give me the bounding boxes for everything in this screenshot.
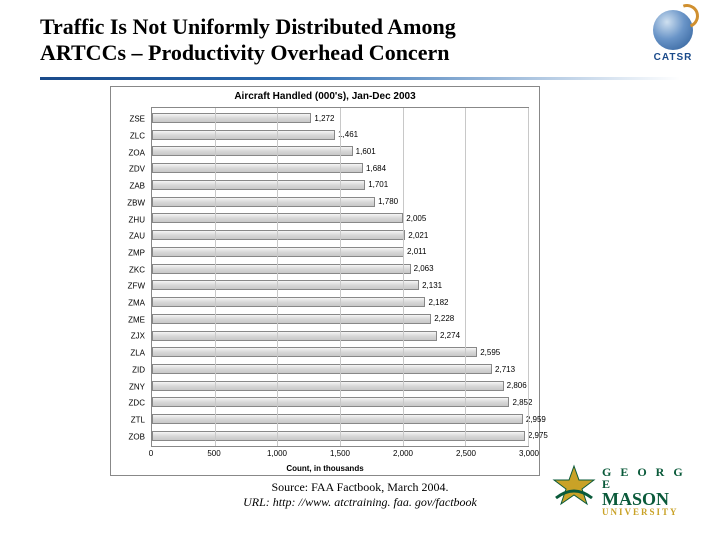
chart-y-tick-label: ZDC xyxy=(129,399,145,408)
chart-bar xyxy=(152,397,509,407)
gmu-george: G E O R G E xyxy=(602,466,702,490)
chart-gridline xyxy=(277,108,278,446)
chart-gridline xyxy=(528,108,529,446)
chart-x-tick-label: 0 xyxy=(149,449,153,458)
chart-value-label: 2,975 xyxy=(528,431,548,440)
slide-title: Traffic Is Not Uniformly Distributed Amo… xyxy=(0,0,720,73)
chart-bar xyxy=(152,431,525,441)
chart-y-tick-label: ZHU xyxy=(129,215,145,224)
title-line2: ARTCCs – Productivity Overhead Concern xyxy=(40,40,680,66)
chart-bar xyxy=(152,414,523,424)
chart-value-label: 2,011 xyxy=(407,247,426,256)
catsr-logo: CATSR xyxy=(644,10,702,63)
chart-x-title: Count, in thousands xyxy=(111,464,539,473)
chart-y-labels: ZSE ZLC ZOA ZDV ZAB ZBW ZHU ZAU ZMP ZKC ZFW ZMA ZME Z… xyxy=(111,107,149,447)
chart-bar xyxy=(152,130,335,140)
chart-value-label: 2,806 xyxy=(507,381,527,390)
chart-container: Aircraft Handled (000's), Jan-Dec 2003 Z… xyxy=(110,86,540,476)
chart-y-tick-label: ZID xyxy=(132,365,145,374)
chart-gridline xyxy=(403,108,404,446)
chart-y-tick-label: ZOA xyxy=(129,148,145,157)
chart-value-label: 2,131 xyxy=(422,281,442,290)
chart-x-tick-label: 1,000 xyxy=(267,449,287,458)
chart-y-tick-label: ZTL xyxy=(131,415,145,424)
chart-bar xyxy=(152,280,419,290)
gmu-mason: MASON xyxy=(602,490,702,508)
chart-value-label: 2,713 xyxy=(495,365,515,374)
chart-y-tick-label: ZME xyxy=(128,315,145,324)
chart-y-tick-label: ZAB xyxy=(129,182,145,191)
chart-y-tick-label: ZJX xyxy=(131,332,145,341)
chart-y-tick-label: ZLA xyxy=(130,349,145,358)
gmu-star-icon xyxy=(552,464,596,508)
chart-x-labels: 05001,0001,5002,0002,5003,000 xyxy=(151,449,529,461)
chart-y-tick-label: ZNY xyxy=(129,382,145,391)
chart-gridline xyxy=(215,108,216,446)
chart-gridline xyxy=(340,108,341,446)
chart-bar xyxy=(152,347,477,357)
chart-bar xyxy=(152,113,311,123)
chart-bar xyxy=(152,314,431,324)
gmu-univ: UNIVERSITY xyxy=(602,508,702,517)
catsr-globe-icon xyxy=(653,10,693,50)
chart-y-tick-label: ZFW xyxy=(128,282,145,291)
chart-value-label: 2,182 xyxy=(428,298,448,307)
chart-value-label: 2,021 xyxy=(408,231,428,240)
gmu-logo: G E O R G E MASON UNIVERSITY xyxy=(552,460,702,514)
chart-bar xyxy=(152,364,492,374)
chart-value-label: 1,780 xyxy=(378,197,398,206)
chart-y-tick-label: ZDV xyxy=(129,165,145,174)
chart-y-tick-label: ZAU xyxy=(129,232,145,241)
chart-value-label: 2,005 xyxy=(406,214,426,223)
chart-value-label: 2,595 xyxy=(480,348,500,357)
gmu-text: G E O R G E MASON UNIVERSITY xyxy=(602,466,702,517)
chart-y-tick-label: ZSE xyxy=(129,115,145,124)
chart-value-label: 1,272 xyxy=(314,114,334,123)
chart-bar xyxy=(152,381,504,391)
chart-bar xyxy=(152,180,365,190)
chart-value-label: 2,063 xyxy=(414,264,434,273)
chart-value-label: 2,274 xyxy=(440,331,460,340)
chart-y-tick-label: ZOB xyxy=(129,432,145,441)
chart-bar xyxy=(152,197,375,207)
chart-y-tick-label: ZKC xyxy=(129,265,145,274)
chart-plot-area: 1,272 1,461 1,601 1,684 1,701 1,780 2,005 2,021… xyxy=(151,107,529,447)
chart-bar xyxy=(152,264,411,274)
chart-y-tick-label: ZMP xyxy=(128,248,145,257)
chart-bar xyxy=(152,146,353,156)
chart-gridline xyxy=(465,108,466,446)
chart-y-tick-label: ZMA xyxy=(128,299,145,308)
chart-title: Aircraft Handled (000's), Jan-Dec 2003 xyxy=(111,87,539,104)
chart-value-label: 1,461 xyxy=(338,130,358,139)
chart-bar xyxy=(152,297,425,307)
chart-value-label: 1,601 xyxy=(356,147,376,156)
catsr-label: CATSR xyxy=(644,52,702,63)
chart-value-label: 1,684 xyxy=(366,164,386,173)
chart-x-tick-label: 1,500 xyxy=(330,449,350,458)
chart-value-label: 1,701 xyxy=(368,180,388,189)
chart-value-label: 2,852 xyxy=(512,398,532,407)
chart-bar xyxy=(152,230,405,240)
chart-x-tick-label: 3,000 xyxy=(519,449,539,458)
title-underline xyxy=(40,77,680,80)
chart-bar xyxy=(152,331,437,341)
chart-x-tick-label: 2,000 xyxy=(393,449,413,458)
chart-value-label: 2,228 xyxy=(434,314,454,323)
chart-x-tick-label: 2,500 xyxy=(456,449,476,458)
chart-y-tick-label: ZBW xyxy=(127,198,145,207)
title-line1: Traffic Is Not Uniformly Distributed Amo… xyxy=(40,14,680,40)
chart-y-tick-label: ZLC xyxy=(130,132,145,141)
chart-bar xyxy=(152,163,363,173)
chart-x-tick-label: 500 xyxy=(207,449,220,458)
